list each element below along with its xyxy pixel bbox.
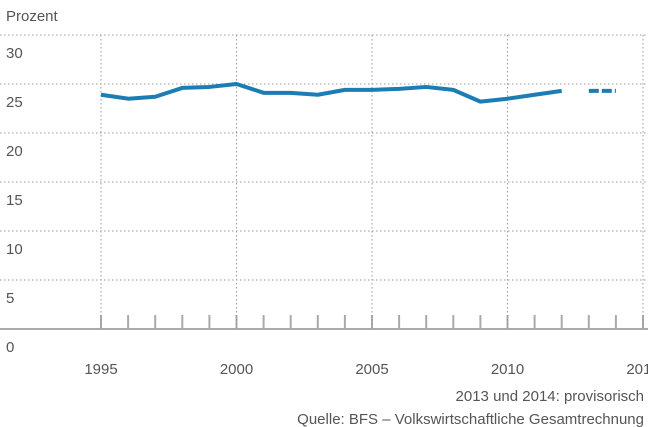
x-tick-label: 2000 — [220, 361, 253, 378]
y-tick-label: 15 — [6, 192, 23, 209]
x-tick-label: 1995 — [84, 361, 117, 378]
y-tick-label: 0 — [6, 339, 14, 356]
x-tick-label: 2010 — [491, 361, 524, 378]
line — [100, 82, 562, 104]
y-tick-label: 20 — [6, 143, 23, 160]
source: Quelle: BFS – Volkswirtschaftliche Gesam… — [297, 411, 644, 427]
y-tick-label: 25 — [6, 94, 23, 111]
y-axis-label: Prozent — [6, 8, 59, 25]
y-tick-label: 30 — [6, 45, 23, 62]
x-tick-label: 2005 — [355, 361, 388, 378]
note: 2013 und 2014: provisorisch — [456, 388, 644, 405]
y-tick-label: 5 — [6, 290, 14, 307]
y-tick-label: 10 — [6, 241, 23, 258]
x-tick-label: 2015 — [626, 361, 648, 378]
